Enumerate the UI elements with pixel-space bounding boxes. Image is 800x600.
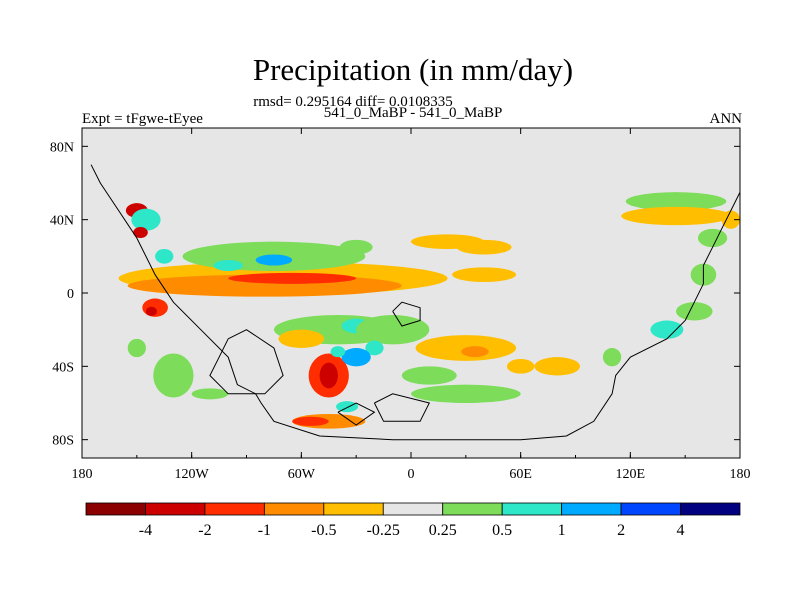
coastline xyxy=(373,393,431,422)
chart-title: Precipitation (in mm/day) xyxy=(252,52,574,87)
anomaly-blob xyxy=(339,239,373,255)
coastline xyxy=(337,402,376,426)
y-tick-label: 80N xyxy=(50,140,74,155)
anomaly-blob xyxy=(721,210,740,229)
anomaly-blob xyxy=(319,362,338,389)
colorbar-label: -0.25 xyxy=(367,522,400,539)
colorbar-swatch xyxy=(85,502,146,516)
anomaly-blob xyxy=(621,206,731,226)
colorbar-label: -2 xyxy=(198,522,211,539)
anomaly-blob xyxy=(697,228,728,248)
colorbar-label: -0.5 xyxy=(311,522,336,539)
anomaly-blob xyxy=(452,267,517,282)
axes: 180 120W 60W 0 60E 120E 180 80N 40N 0 40S 80S xyxy=(50,128,751,482)
colorbar-swatch xyxy=(145,502,206,516)
anomaly-blob xyxy=(145,306,157,316)
x-tick-label: 180 xyxy=(730,467,751,482)
y-tick-label: 80S xyxy=(52,434,74,449)
anomaly-blob xyxy=(255,254,293,266)
anomaly-blob xyxy=(292,416,329,426)
x-tick-label: 60E xyxy=(509,467,532,482)
x-tick-label: 120E xyxy=(616,467,646,482)
anomaly-blob xyxy=(133,227,148,238)
colorbar-label: 0.25 xyxy=(429,522,457,539)
anomaly-blob xyxy=(461,346,489,358)
anomaly-blob xyxy=(153,353,194,398)
colorbar-label: 0.5 xyxy=(492,522,512,539)
y-tick-label: 0 xyxy=(67,287,74,302)
colorbar-label: 2 xyxy=(617,522,625,539)
coastline xyxy=(90,164,740,441)
colorbar-swatch xyxy=(680,502,741,516)
anomaly-field xyxy=(118,192,740,429)
anomaly-blob xyxy=(411,384,521,404)
colorbar-swatch xyxy=(263,502,325,516)
anomaly-blob xyxy=(365,340,384,356)
anomaly-blob xyxy=(278,329,325,349)
anomaly-blob xyxy=(506,359,535,374)
anomaly-blob xyxy=(228,272,357,284)
anomaly-blob xyxy=(625,192,727,211)
colorbar-swatch xyxy=(382,502,444,516)
x-tick-label: 60W xyxy=(288,467,316,482)
x-tick-label: 180 xyxy=(72,467,93,482)
coastline xyxy=(209,329,284,395)
anomaly-blob xyxy=(341,348,371,367)
colorbar-swatch xyxy=(620,502,681,516)
x-tick-label: 120W xyxy=(175,467,210,482)
period-label: ANN xyxy=(709,111,743,127)
anomaly-blob xyxy=(191,388,229,400)
colorbar: -4 -2 -1 -0.5 -0.25 0.25 0.5 1 2 4 xyxy=(85,502,741,539)
y-tick-label: 40N xyxy=(50,214,74,229)
colorbar-label: -1 xyxy=(258,522,271,539)
anomaly-blob xyxy=(401,366,457,385)
case-line: 541_0_MaBP - 541_0_MaBP xyxy=(323,105,503,121)
y-tick-label: 40S xyxy=(52,360,74,375)
anomaly-blob xyxy=(534,357,581,376)
anomaly-blob xyxy=(131,208,161,231)
x-tick-label: 0 xyxy=(408,467,415,482)
anomaly-blob xyxy=(127,338,146,358)
colorbar-label: -4 xyxy=(139,522,152,539)
colorbar-swatch xyxy=(323,502,384,516)
anomaly-blob xyxy=(602,348,622,367)
anomaly-blob xyxy=(213,260,243,271)
colorbar-swatch xyxy=(501,502,563,516)
stats-line: rmsd= 0.295164 diff= 0.0108335 xyxy=(253,94,453,110)
anomaly-blob xyxy=(330,346,346,358)
anomaly-blob xyxy=(336,401,358,413)
anomaly-blob xyxy=(676,302,713,321)
anomaly-blob xyxy=(456,239,512,255)
coastlines xyxy=(90,164,740,441)
colorbar-swatch xyxy=(442,502,503,516)
experiment-label: Expt = tFgwe-tEyee xyxy=(82,111,203,127)
colorbar-label: 4 xyxy=(677,522,685,539)
colorbar-label: 1 xyxy=(558,522,566,539)
colorbar-swatch xyxy=(204,502,265,516)
anomaly-blob xyxy=(650,320,684,339)
coastline xyxy=(392,301,421,327)
anomaly-blob xyxy=(356,315,430,345)
colorbar-swatch xyxy=(561,502,622,516)
anomaly-blob xyxy=(155,249,174,264)
